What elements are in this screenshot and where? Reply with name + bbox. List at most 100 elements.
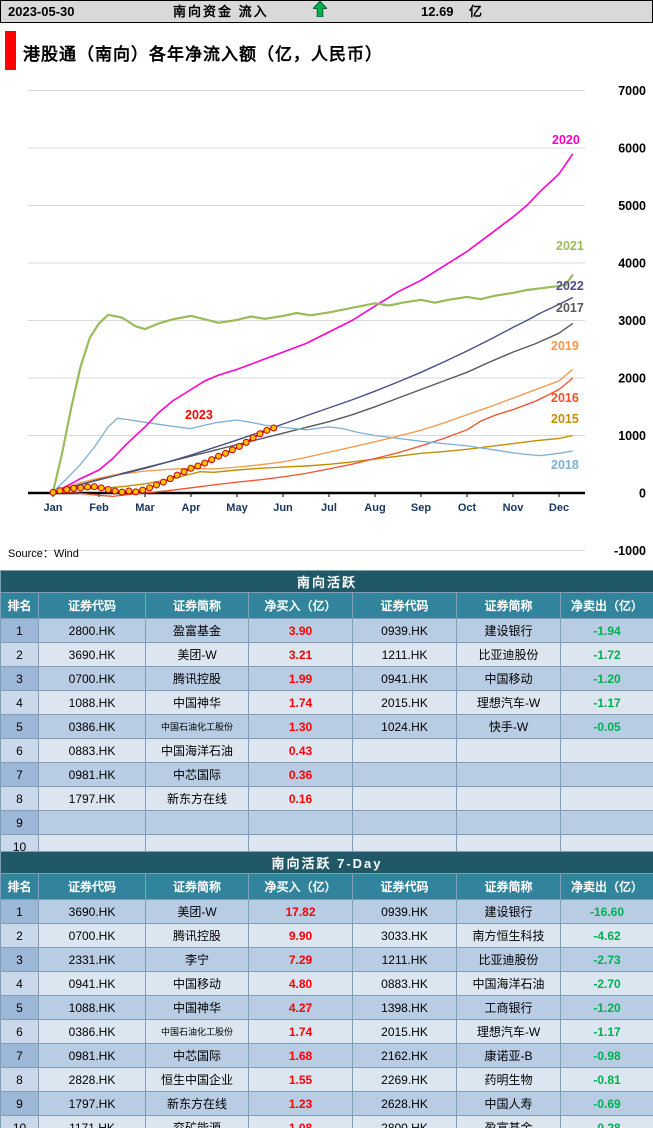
code-cell: 0883.HK [38,738,146,763]
x-axis-label: Feb [89,502,109,514]
code-cell: 0939.HK [352,899,457,924]
series-marker-2023 [63,486,71,494]
series-marker-2023 [215,452,223,460]
buy-cell: 1.08 [248,1115,353,1128]
code-cell: 1211.HK [352,642,457,667]
column-header: 证券简称 [145,873,249,900]
name-cell [456,786,561,811]
code-cell: 2800.HK [38,618,146,643]
southbound-flow-label: 南向资金 流入 [173,4,269,19]
name-cell: 中国石油化工股份 [145,714,249,739]
column-header: 净买入（亿） [248,592,353,619]
sell-cell: -4.62 [559,923,653,948]
code-cell: 1211.HK [352,947,457,972]
series-marker-2023 [242,438,250,446]
rank-cell: 1 [0,618,39,643]
code-cell: 2162.HK [352,1043,457,1068]
series-line-2017 [52,322,574,494]
series-marker-2023 [208,456,216,464]
name-cell: 中国神华 [145,995,249,1020]
code-cell: 0386.HK [38,714,146,739]
table-title: 南向活跃 7-Day [0,851,653,874]
buy-cell: 1.74 [248,690,353,715]
yearly-net-inflow-line-chart: 7000 6000 5000 4000 3000 2000 1000 0 -1000 Jan Feb… [28,84,646,558]
series-line-2018 [52,417,573,493]
series-marker-2023 [132,488,140,496]
column-header: 净卖出（亿） [559,592,653,619]
header-date: 2023-05-30 [8,4,75,19]
rank-cell: 8 [0,786,39,811]
column-header: 证券代码 [38,592,146,619]
column-header: 证券代码 [352,592,457,619]
rank-cell: 7 [0,762,39,787]
buy-cell: 0.16 [248,786,353,811]
name-cell: 比亚迪股份 [456,947,561,972]
table-row: 9 1797.HK 新东方在线 1.23 2628.HK 中国人寿 -0.69 [0,1091,653,1116]
table-row: 3 0700.HK 腾讯控股 1.99 0941.HK 中国移动 -1.20 [0,666,653,691]
code-cell: 2800.HK [352,1115,457,1128]
sell-cell: -2.70 [559,971,653,996]
code-cell [352,738,457,763]
name-cell: 中国海洋石油 [456,971,561,996]
series-marker-2023 [139,486,147,494]
sell-cell: -0.28 [559,1115,653,1128]
table-row: 9 [0,810,653,835]
rank-cell: 8 [0,1067,39,1092]
buy-cell: 4.80 [248,971,353,996]
sell-cell: -16.60 [559,899,653,924]
series-marker-2023 [56,487,64,495]
table-row: 10 1171.HK 兖矿能源 1.08 2800.HK 盈富基金 -0.28 [0,1115,653,1128]
buy-cell: 0.36 [248,762,353,787]
buy-cell: 1.23 [248,1091,353,1116]
code-cell: 0981.HK [38,762,146,787]
x-axis-label: Oct [458,502,477,514]
series-line-2021 [51,273,574,493]
sell-cell: -2.73 [559,947,653,972]
series-marker-2023 [166,475,174,483]
sell-cell: -0.05 [559,714,653,739]
x-axis-label: Jul [321,502,337,514]
name-cell [456,810,561,835]
series-line-2020 [52,153,574,494]
buy-cell [248,810,353,835]
buy-cell: 1.68 [248,1043,353,1068]
table-row: 1 2800.HK 盈富基金 3.90 0939.HK 建设银行 -1.94 [0,618,653,643]
rank-cell: 3 [0,947,39,972]
table-row: 5 0386.HK 中国石油化工股份 1.30 1024.HK 快手-W -0.05 [0,714,653,739]
sell-cell: -0.81 [559,1067,653,1092]
x-axis-label: Apr [182,502,202,514]
year-label-2018: 2018 [551,458,579,472]
name-cell: 中国移动 [145,971,249,996]
code-cell [352,762,457,787]
x-axis-label: Nov [503,502,525,514]
x-axis-label: Jan [44,502,63,514]
buy-cell: 1.99 [248,666,353,691]
table-row: 2 3690.HK 美团-W 3.21 1211.HK 比亚迪股份 -1.72 [0,642,653,667]
name-cell: 新东方在线 [145,786,249,811]
series-marker-2023 [146,484,154,492]
rank-cell: 4 [0,690,39,715]
column-header: 证券代码 [352,873,457,900]
x-axis-label: Sep [411,502,431,514]
code-cell: 0700.HK [38,923,146,948]
year-label-2016: 2016 [551,391,579,405]
series-marker-2023 [153,481,160,489]
series-marker-2023 [249,434,257,442]
buy-cell: 4.27 [248,995,353,1020]
x-axis-label: May [226,502,248,514]
table-row: 8 2828.HK 恒生中国企业 1.55 2269.HK 药明生物 -0.81 [0,1067,653,1092]
sell-cell: -1.94 [559,618,653,643]
code-cell [352,810,457,835]
y-axis-label: 4000 [618,257,646,271]
code-cell: 1171.HK [38,1115,146,1128]
buy-cell: 3.21 [248,642,353,667]
buy-cell: 1.30 [248,714,353,739]
series-line-2019 [52,368,574,494]
code-cell: 1024.HK [352,714,457,739]
sell-cell: -1.72 [559,642,653,667]
column-header: 证券代码 [38,873,146,900]
code-cell: 0941.HK [38,971,146,996]
series-marker-2023 [187,464,195,472]
sell-cell: -0.69 [559,1091,653,1116]
